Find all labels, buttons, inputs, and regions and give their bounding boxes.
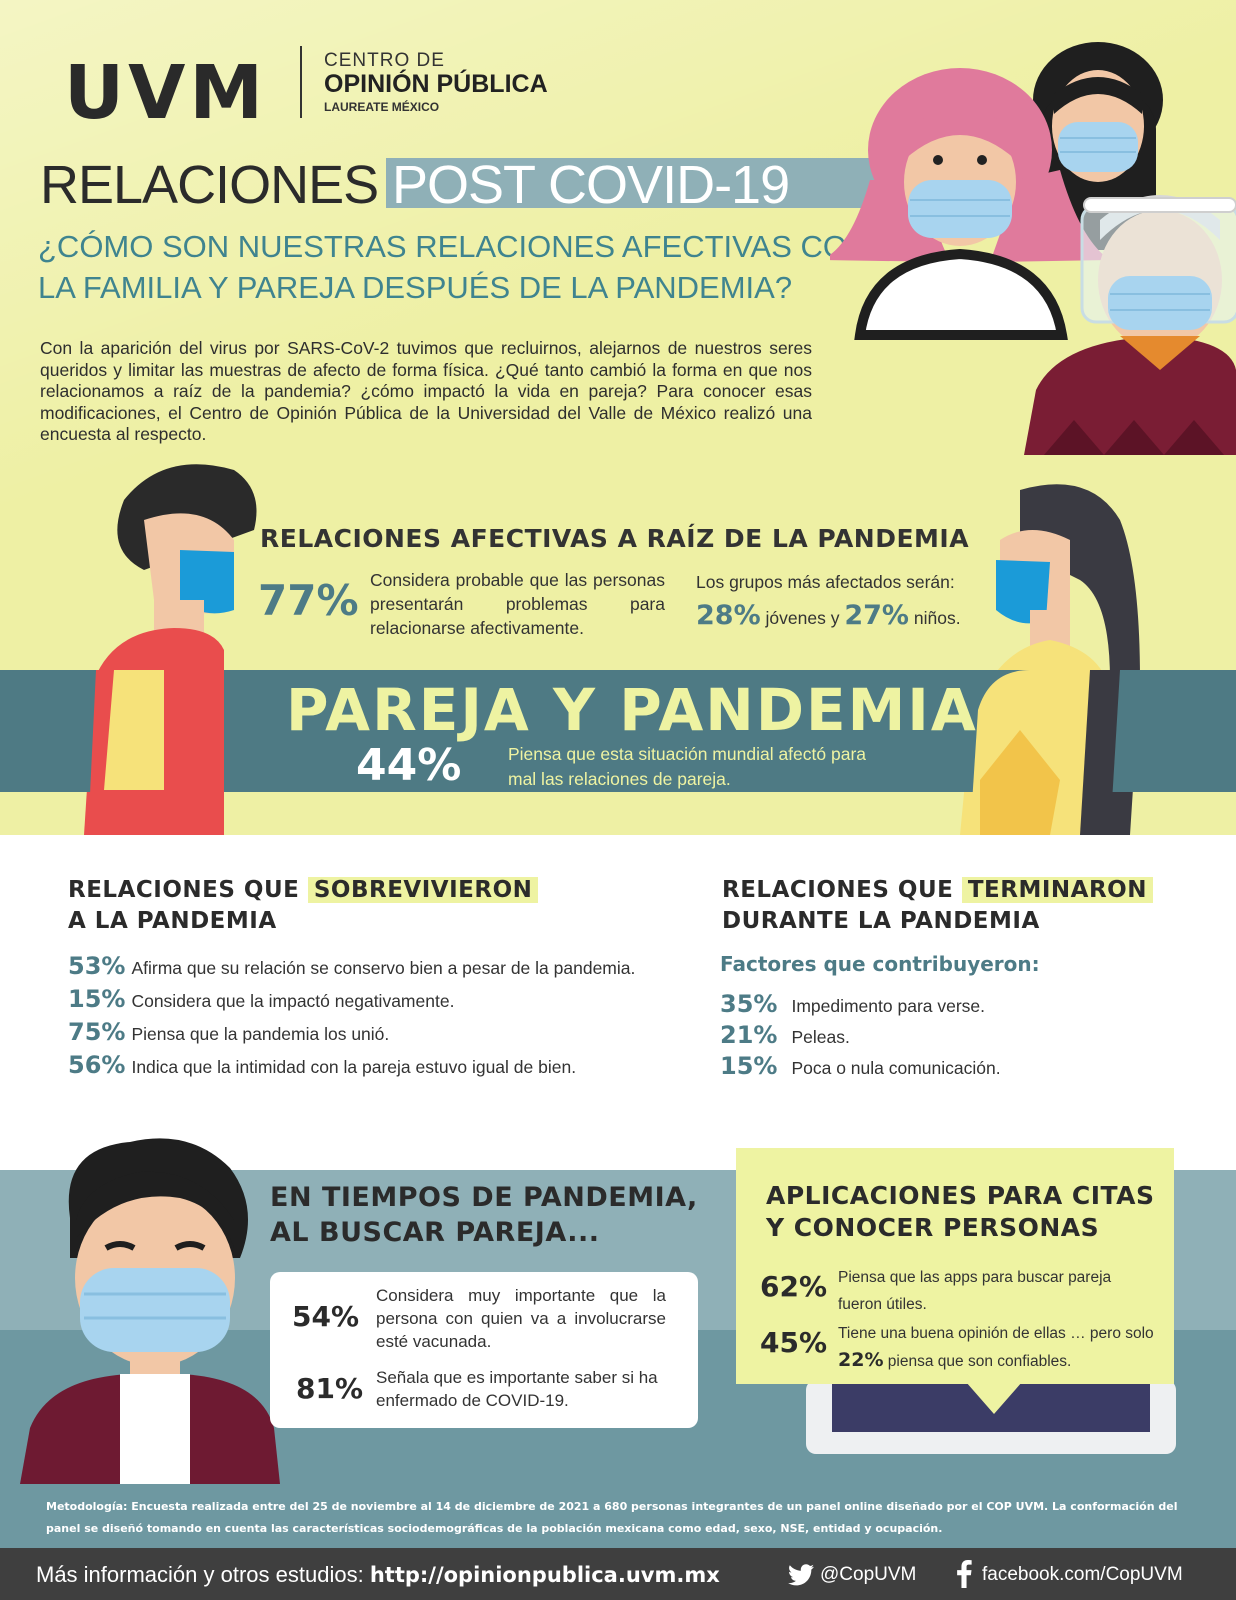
item-text: Impedimento para verse.: [791, 996, 986, 1016]
footer-twitter-handle[interactable]: @CopUVM: [820, 1564, 917, 1585]
man-torso-overlay: [88, 670, 224, 835]
speech-pointer: [966, 1382, 1022, 1414]
twitter-bird-icon[interactable]: [788, 1564, 814, 1586]
list-item: 75% Piensa que la pandemia los unió.: [68, 1018, 389, 1046]
masked-people-illustration: [830, 42, 1236, 455]
buscar-title-line2: AL BUSCAR PAREJA...: [270, 1217, 600, 1248]
apps-title-line2: Y CONOCER PERSONAS: [766, 1213, 1100, 1242]
apps-speech-box: [736, 1148, 1174, 1384]
apps-stat2-inner-pct: 22%: [838, 1349, 884, 1371]
terminaron-title-post: DURANTE LA PANDEMIA: [722, 908, 1040, 934]
facebook-f-icon[interactable]: [956, 1560, 972, 1588]
terminaron-title: RELACIONES QUE TERMINARON DURANTE LA PAN…: [722, 875, 1153, 937]
item-text: Afirma que su relación se conservo bien …: [131, 958, 636, 978]
afectivas-title: RELACIONES AFECTIVAS A RAÍZ DE LA PANDEM…: [260, 524, 970, 553]
masked-boy-illustration: [20, 1138, 280, 1484]
logo-laureate-text: LAUREATE MÉXICO: [324, 100, 440, 114]
item-pct: 35%: [720, 990, 778, 1018]
item-pct: 75%: [68, 1018, 126, 1046]
item-text: Piensa que la pandemia los unió.: [131, 1024, 390, 1044]
uvm-logo: UVM: [64, 50, 267, 136]
group1-pct: 28%: [696, 600, 761, 631]
apps-stat2-pct: 45%: [760, 1326, 828, 1359]
apps-stat2-text: Tiene una buena opinión de ellas … pero …: [838, 1320, 1158, 1375]
buscar-stat1-pct: 54%: [292, 1300, 360, 1333]
logo-centro-text: CENTRO DE: [324, 50, 445, 71]
list-item: 15% Poca o nula comunicación.: [720, 1052, 1001, 1080]
page-title-part2: POST COVID-19: [392, 155, 790, 215]
group2-label: niños.: [913, 608, 961, 628]
item-text: Indica que la intimidad con la pareja es…: [131, 1057, 577, 1077]
item-pct: 15%: [720, 1052, 778, 1080]
footer-bar: [0, 1548, 1236, 1600]
logo-divider: [300, 46, 302, 118]
intro-paragraph: Con la aparición del virus por SARS-CoV-…: [40, 338, 812, 444]
metodologia-band: [0, 1484, 1236, 1548]
groups-line: 28% jóvenes y 27% niños.: [696, 600, 961, 631]
item-pct: 53%: [68, 952, 126, 980]
pareja-stat-pct: 44%: [356, 740, 462, 791]
groups-label: Los grupos más afectados serán:: [696, 572, 955, 592]
apps-stat2-text-b: piensa que son confiables.: [887, 1353, 1072, 1370]
item-text: Peleas.: [791, 1027, 850, 1047]
terminaron-title-highlight: TERMINARON: [961, 877, 1153, 903]
footer-url-link[interactable]: http://opinionpublica.uvm.mx: [369, 1563, 720, 1587]
sobrevivieron-title-post: A LA PANDEMIA: [68, 908, 277, 934]
apps-title-line1: APLICACIONES PARA CITAS: [766, 1181, 1155, 1210]
buscar-card: [270, 1272, 698, 1428]
list-item: 53% Afirma que su relación se conservo b…: [68, 952, 635, 980]
page-title-part1: RELACIONES: [40, 155, 379, 215]
woman-torso-overlay: [970, 670, 1120, 835]
factors-label: Factores que contribuyeron:: [720, 952, 1040, 976]
afectivas-stat-text: Considera probable que las personas pres…: [370, 570, 665, 638]
buscar-stat1-text: Considera muy importante que la persona …: [376, 1286, 666, 1351]
buscar-title-line1: EN TIEMPOS DE PANDEMIA,: [270, 1182, 698, 1213]
sobrevivieron-title-pre: RELACIONES QUE: [68, 877, 300, 903]
apps-title: APLICACIONES PARA CITAS Y CONOCER PERSON…: [766, 1180, 1155, 1244]
item-text: Poca o nula comunicación.: [791, 1058, 1001, 1078]
buscar-stat2-pct: 81%: [296, 1372, 364, 1405]
group2-pct: 27%: [844, 600, 909, 631]
footer-info-label: Más información y otros estudios:: [36, 1562, 364, 1587]
page-subtitle: ¿CÓMO SON NUESTRAS RELACIONES AFECTIVAS …: [38, 229, 870, 305]
terminaron-title-pre: RELACIONES QUE: [722, 877, 954, 903]
buscar-stat2-text: Señala que es importante saber si ha enf…: [376, 1368, 658, 1410]
footer-facebook-link[interactable]: facebook.com/CopUVM: [982, 1564, 1183, 1585]
item-text: Considera que la impactó negativamente.: [131, 991, 455, 1011]
apps-stat2-text-a: Tiene una buena opinión de ellas … pero …: [838, 1325, 1154, 1342]
apps-stat1-text: Piensa que las apps para buscar pareja f…: [838, 1269, 1112, 1313]
apps-stat1-pct: 62%: [760, 1270, 828, 1303]
sobrevivieron-title: RELACIONES QUE SOBREVIVIERON A LA PANDEM…: [68, 875, 539, 937]
pareja-title: PAREJA Y PANDEMIA: [286, 676, 978, 744]
list-item: 35% Impedimento para verse.: [720, 990, 985, 1018]
list-item: 21% Peleas.: [720, 1021, 850, 1049]
list-item: 15% Considera que la impactó negativamen…: [68, 985, 454, 1013]
groups-connector: y: [830, 608, 840, 628]
pareja-stat-text: Piensa que esta situación mundial afectó…: [508, 744, 867, 789]
logo-opinion-text: OPINIÓN PÚBLICA: [324, 70, 548, 98]
item-pct: 21%: [720, 1021, 778, 1049]
sobrevivieron-title-highlight: SOBREVIVIERON: [307, 877, 539, 903]
title-band: [386, 158, 876, 208]
item-pct: 56%: [68, 1051, 126, 1079]
afectivas-stat-pct: 77%: [258, 576, 359, 625]
list-item: 56% Indica que la intimidad con la parej…: [68, 1051, 576, 1079]
footer-info: Más información y otros estudios: http:/…: [36, 1562, 720, 1588]
buscar-title: EN TIEMPOS DE PANDEMIA, AL BUSCAR PAREJA…: [270, 1180, 698, 1250]
item-pct: 15%: [68, 985, 126, 1013]
group1-label: jóvenes: [765, 608, 826, 628]
metodologia-note: Metodología: Encuesta realizada entre de…: [46, 1500, 1178, 1535]
